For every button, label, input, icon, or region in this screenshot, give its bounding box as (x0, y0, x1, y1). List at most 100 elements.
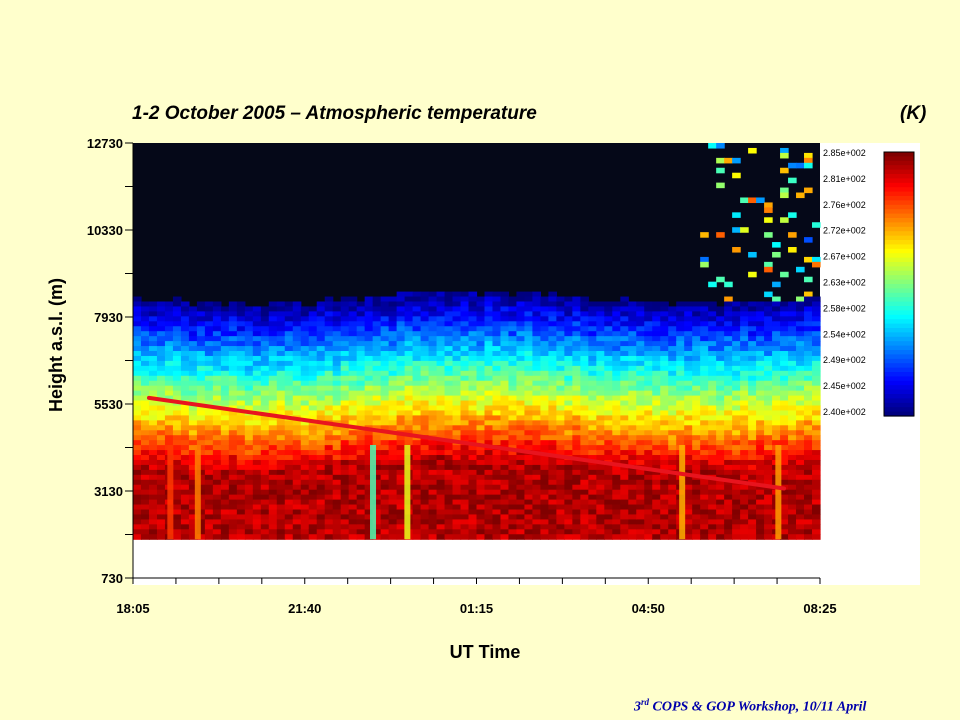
heatmap-cell (340, 400, 350, 407)
heatmap-cell (172, 385, 182, 392)
heatmap-cell (140, 430, 150, 436)
heatmap-cell (148, 435, 158, 441)
heatmap-cell (628, 489, 637, 496)
heatmap-cell (180, 435, 190, 441)
heatmap-cell (444, 450, 454, 456)
heatmap-cell (300, 479, 310, 486)
heatmap-cell (756, 440, 765, 446)
heatmap-cell (692, 395, 701, 402)
heatmap-cell (644, 346, 653, 352)
heatmap-cell (492, 484, 502, 491)
heatmap-cell (764, 435, 773, 441)
heatmap-cell (380, 301, 390, 308)
heatmap-cell (412, 316, 422, 322)
heatmap-cell (540, 301, 549, 308)
heatmap-cell (548, 529, 557, 535)
heatmap-cell (340, 316, 350, 322)
heatmap-cell (724, 351, 733, 357)
heatmap-cell (396, 474, 406, 481)
heatmap-cell (636, 311, 645, 317)
heatmap-cell (133, 450, 142, 456)
heatmap-cell (388, 355, 398, 362)
heatmap-cell (596, 484, 605, 491)
heatmap-cell (244, 524, 254, 530)
heatmap-cell (268, 464, 278, 471)
heatmap-cell (724, 301, 733, 308)
heatmap-cell (172, 534, 182, 540)
heatmap-cell (548, 326, 557, 332)
heatmap-cell (636, 336, 645, 342)
heatmap-cell (620, 474, 629, 481)
heatmap-cell (764, 202, 773, 208)
heatmap-cell (140, 400, 150, 407)
heatmap-cell (756, 425, 765, 431)
heatmap-cell (788, 479, 797, 486)
heatmap-cell (644, 484, 653, 491)
heatmap-cell (796, 534, 805, 540)
heatmap-cell (316, 370, 326, 377)
heatmap-cell (604, 331, 613, 337)
heatmap-cell (612, 430, 621, 436)
colorbar-swatch (884, 191, 914, 197)
heatmap-cell (188, 375, 198, 382)
heatmap-cell (452, 469, 462, 476)
heatmap-cell (708, 390, 717, 397)
heatmap-cell (788, 519, 797, 525)
colorbar-swatch (884, 152, 914, 157)
heatmap-cell (716, 494, 725, 501)
heatmap-cell (308, 370, 318, 377)
heatmap-cell (388, 365, 398, 372)
heatmap-cell (644, 514, 653, 520)
heatmap-cell (732, 336, 741, 342)
heatmap-cell (676, 435, 685, 441)
heatmap-cell (628, 306, 637, 312)
heatmap-cell (228, 375, 238, 382)
heatmap-cell (204, 469, 214, 476)
heatmap-cell (540, 484, 549, 491)
heatmap-cell (716, 395, 725, 402)
heatmap-cell (300, 469, 310, 476)
heatmap-cell (316, 464, 326, 471)
heatmap-cell (244, 514, 254, 520)
heatmap-cell (180, 341, 190, 347)
heatmap-cell (596, 346, 605, 352)
heatmap-cell (196, 529, 206, 535)
heatmap-cell (133, 435, 142, 441)
heatmap-cell (604, 435, 613, 441)
heatmap-cell (636, 346, 645, 352)
heatmap-cell (572, 450, 581, 456)
heatmap-cell (724, 440, 733, 446)
heatmap-cell (596, 395, 605, 402)
heatmap-cell (628, 375, 637, 382)
heatmap-cell (812, 420, 821, 426)
heatmap-cell (348, 326, 358, 332)
heatmap-cell (268, 306, 278, 312)
heatmap-cell (212, 469, 222, 476)
heatmap-cell (796, 529, 805, 535)
heatmap-cell (748, 435, 757, 441)
heatmap-cell (636, 519, 645, 525)
heatmap-cell (460, 360, 470, 367)
heatmap-cell (620, 400, 629, 407)
heatmap-cell (572, 326, 581, 332)
heatmap-cell (244, 425, 254, 431)
heatmap-cell (332, 435, 342, 441)
heatmap-cell (796, 365, 805, 372)
heatmap-cell (620, 440, 629, 446)
heatmap-cell (172, 474, 182, 481)
heatmap-cell (500, 351, 510, 357)
heatmap-cell (356, 410, 366, 416)
heatmap-cell (612, 365, 621, 372)
heatmap-cell (148, 341, 158, 347)
heatmap-cell (284, 499, 294, 506)
heatmap-cell (172, 430, 182, 436)
heatmap-cell (380, 415, 390, 421)
heatmap-cell (780, 147, 789, 154)
heatmap-cell (612, 385, 621, 392)
heatmap-cell (252, 479, 262, 486)
heatmap-cell (716, 479, 725, 486)
heatmap-cell (460, 464, 470, 471)
heatmap-cell (484, 395, 494, 402)
heatmap-cell (700, 420, 709, 426)
heatmap-cell (260, 440, 270, 446)
